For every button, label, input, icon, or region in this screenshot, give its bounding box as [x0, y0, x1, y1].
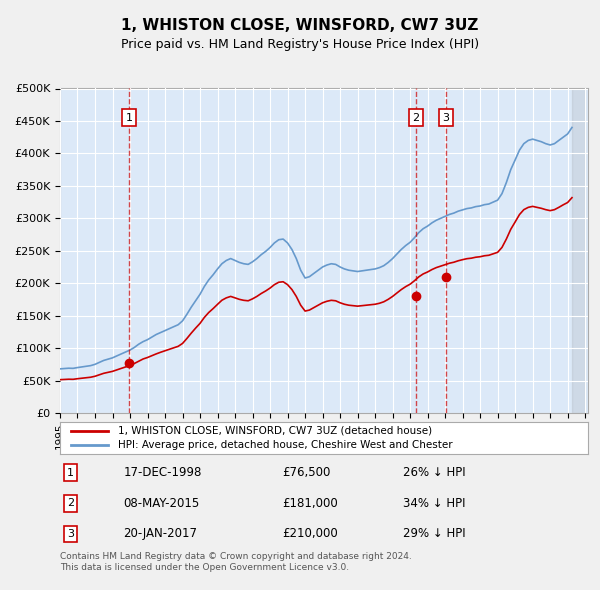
- Text: 20-JAN-2017: 20-JAN-2017: [124, 527, 197, 540]
- Text: 1, WHISTON CLOSE, WINSFORD, CW7 3UZ: 1, WHISTON CLOSE, WINSFORD, CW7 3UZ: [121, 18, 479, 32]
- Text: 3: 3: [67, 529, 74, 539]
- Text: £76,500: £76,500: [282, 466, 330, 479]
- Bar: [572, 88, 585, 413]
- Text: 17-DEC-1998: 17-DEC-1998: [124, 466, 202, 479]
- Text: 1, WHISTON CLOSE, WINSFORD, CW7 3UZ (detached house): 1, WHISTON CLOSE, WINSFORD, CW7 3UZ (det…: [118, 426, 432, 436]
- Text: £181,000: £181,000: [282, 497, 338, 510]
- Text: HPI: Average price, detached house, Cheshire West and Chester: HPI: Average price, detached house, Ches…: [118, 440, 453, 450]
- Text: £210,000: £210,000: [282, 527, 338, 540]
- Text: Price paid vs. HM Land Registry's House Price Index (HPI): Price paid vs. HM Land Registry's House …: [121, 38, 479, 51]
- Text: Contains HM Land Registry data © Crown copyright and database right 2024.
This d: Contains HM Land Registry data © Crown c…: [60, 552, 412, 572]
- Text: 2: 2: [67, 499, 74, 508]
- Text: 3: 3: [443, 113, 449, 123]
- Text: 1: 1: [126, 113, 133, 123]
- Text: 26% ↓ HPI: 26% ↓ HPI: [403, 466, 466, 479]
- Text: 1: 1: [67, 468, 74, 477]
- Text: 2: 2: [413, 113, 420, 123]
- Text: 34% ↓ HPI: 34% ↓ HPI: [403, 497, 466, 510]
- Text: 29% ↓ HPI: 29% ↓ HPI: [403, 527, 466, 540]
- Text: 08-MAY-2015: 08-MAY-2015: [124, 497, 200, 510]
